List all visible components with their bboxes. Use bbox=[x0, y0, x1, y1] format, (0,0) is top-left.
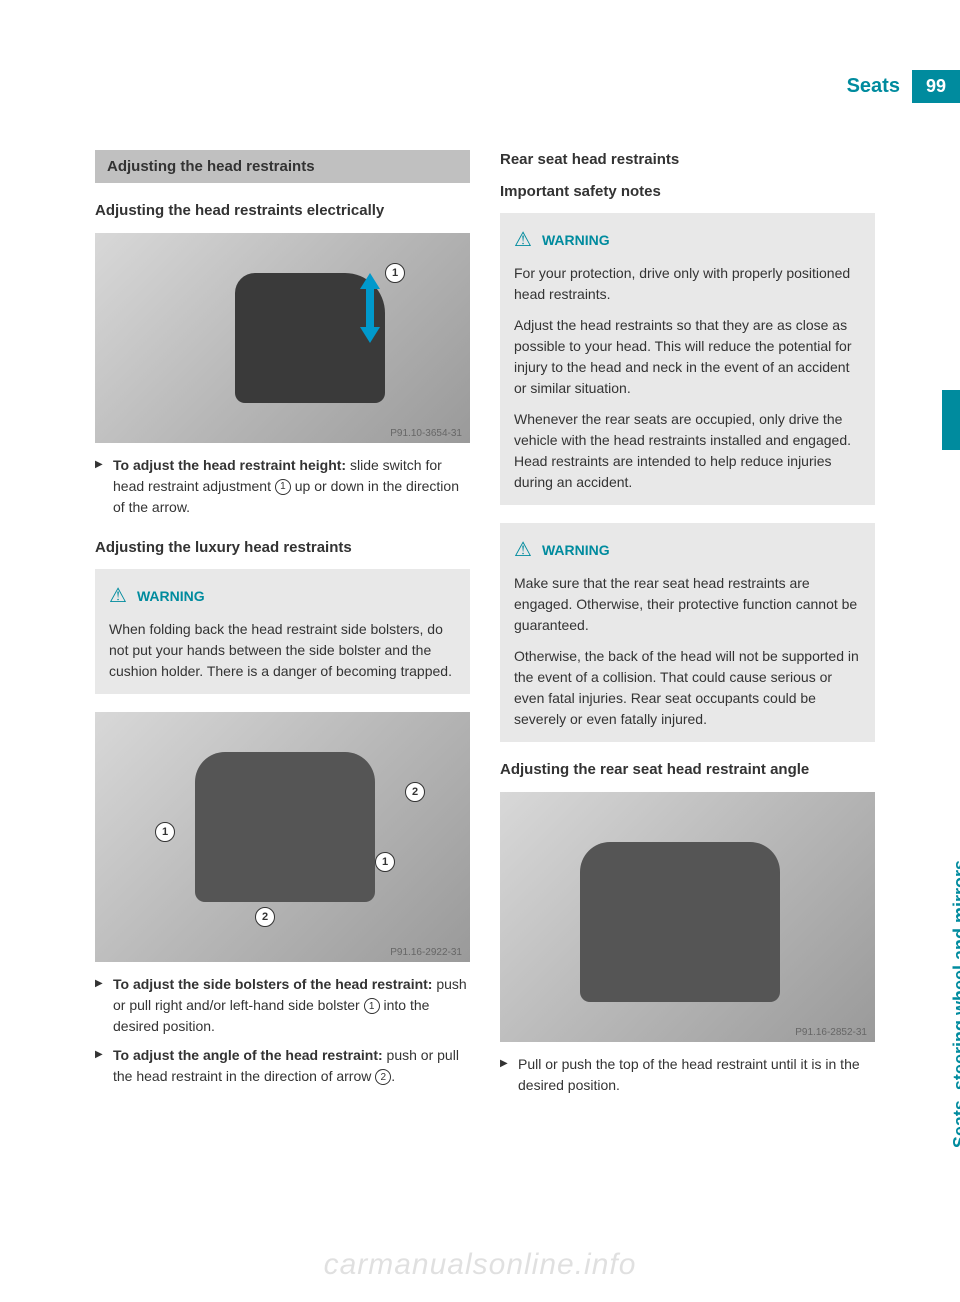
instruction-list: Pull or push the top of the head restrai… bbox=[500, 1054, 875, 1096]
instruction-list: To adjust the side bolsters of the head … bbox=[95, 974, 470, 1087]
warning-header: ⚠ WARNING bbox=[514, 225, 861, 255]
instruction-tail: . bbox=[391, 1068, 395, 1084]
warning-triangle-icon: ⚠ bbox=[514, 225, 532, 255]
section-banner: Adjusting the head restraints bbox=[95, 150, 470, 183]
circled-number-icon: 1 bbox=[364, 998, 380, 1014]
warning-box: ⚠ WARNING When folding back the head res… bbox=[95, 569, 470, 694]
header-title: Seats bbox=[847, 75, 900, 98]
side-tab-marker bbox=[942, 390, 960, 450]
headrest-shape bbox=[580, 842, 780, 1002]
arrow-up-down-icon bbox=[355, 273, 385, 343]
instruction-text: Pull or push the top of the head restrai… bbox=[518, 1056, 860, 1093]
instruction-item: To adjust the head restraint height: sli… bbox=[95, 455, 470, 518]
figure-rear-headrest: P91.16-2852-31 bbox=[500, 792, 875, 1042]
side-thumb-tab: Seats, steering wheel and mirrors bbox=[920, 390, 960, 870]
subheading-rear-angle: Adjusting the rear seat head restraint a… bbox=[500, 760, 875, 780]
right-column: Rear seat head restraints Important safe… bbox=[500, 150, 875, 1116]
warning-label: WARNING bbox=[137, 586, 205, 607]
left-column: Adjusting the head restraints Adjusting … bbox=[95, 150, 470, 1116]
figure-caption: P91.16-2852-31 bbox=[795, 1027, 867, 1038]
subheading-rear: Rear seat head restraints bbox=[500, 150, 875, 170]
callout-2: 2 bbox=[255, 907, 275, 927]
warning-triangle-icon: ⚠ bbox=[109, 581, 127, 611]
warning-text: Make sure that the rear seat head restra… bbox=[514, 573, 861, 636]
circled-number-icon: 2 bbox=[375, 1069, 391, 1085]
circled-number-icon: 1 bbox=[275, 479, 291, 495]
figure-luxury-headrest: 1 1 2 2 P91.16-2922-31 bbox=[95, 712, 470, 962]
side-tab-label: Seats, steering wheel and mirrors bbox=[950, 860, 960, 1148]
warning-header: ⚠ WARNING bbox=[514, 535, 861, 565]
instruction-bold: To adjust the side bolsters of the head … bbox=[113, 976, 432, 992]
warning-label: WARNING bbox=[542, 540, 610, 561]
instruction-item: Pull or push the top of the head restrai… bbox=[500, 1054, 875, 1096]
content-area: Adjusting the head restraints Adjusting … bbox=[95, 150, 875, 1116]
instruction-item: To adjust the side bolsters of the head … bbox=[95, 974, 470, 1037]
subheading-electric: Adjusting the head restraints electrical… bbox=[95, 201, 470, 221]
callout-2: 2 bbox=[405, 782, 425, 802]
warning-triangle-icon: ⚠ bbox=[514, 535, 532, 565]
instruction-bold: To adjust the angle of the head restrain… bbox=[113, 1047, 383, 1063]
page-header: Seats 99 bbox=[847, 70, 960, 103]
warning-text: For your protection, drive only with pro… bbox=[514, 263, 861, 305]
warning-text: Whenever the rear seats are occupied, on… bbox=[514, 409, 861, 493]
callout-1: 1 bbox=[155, 822, 175, 842]
warning-text: When folding back the head restraint sid… bbox=[109, 619, 456, 682]
instruction-list: To adjust the head restraint height: sli… bbox=[95, 455, 470, 518]
warning-header: ⚠ WARNING bbox=[109, 581, 456, 611]
warning-text: Otherwise, the back of the head will not… bbox=[514, 646, 861, 730]
instruction-item: To adjust the angle of the head restrain… bbox=[95, 1045, 470, 1087]
figure-caption: P91.10-3654-31 bbox=[390, 428, 462, 439]
headrest-shape bbox=[195, 752, 375, 902]
figure-seat-switch: 1 P91.10-3654-31 bbox=[95, 233, 470, 443]
warning-text: Adjust the head restraints so that they … bbox=[514, 315, 861, 399]
subheading-safety: Important safety notes bbox=[500, 182, 875, 202]
warning-box: ⚠ WARNING For your protection, drive onl… bbox=[500, 213, 875, 505]
figure-caption: P91.16-2922-31 bbox=[390, 947, 462, 958]
subheading-luxury: Adjusting the luxury head restraints bbox=[95, 538, 470, 558]
warning-label: WARNING bbox=[542, 230, 610, 251]
callout-1: 1 bbox=[385, 263, 405, 283]
watermark-text: carmanualsonline.info bbox=[324, 1248, 637, 1282]
callout-1: 1 bbox=[375, 852, 395, 872]
page-number: 99 bbox=[912, 70, 960, 103]
instruction-bold: To adjust the head restraint height: bbox=[113, 457, 346, 473]
warning-box: ⚠ WARNING Make sure that the rear seat h… bbox=[500, 523, 875, 742]
